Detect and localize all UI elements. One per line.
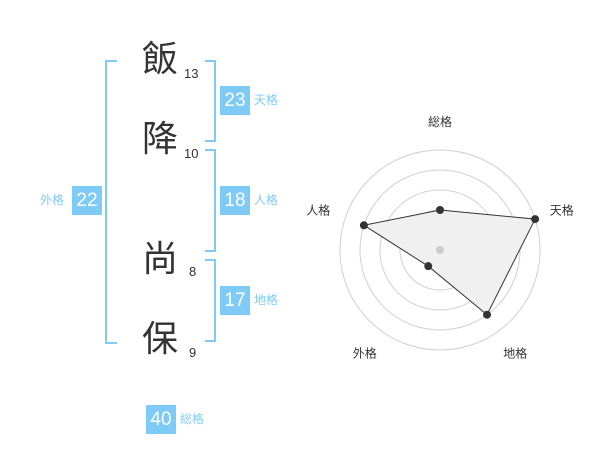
name-char-1: 飯 <box>141 39 178 80</box>
chikaku-label: 地格 <box>254 293 279 307</box>
radar-axis-label: 総格 <box>428 114 452 129</box>
radar-ring <box>339 149 541 351</box>
tenkaku-value: 23 <box>220 86 250 115</box>
radar-point <box>359 221 368 230</box>
tenkaku-label: 天格 <box>254 93 279 107</box>
radar-axis-label: 人格 <box>306 202 330 217</box>
soukaku-value: 40 <box>146 405 176 434</box>
radar-point <box>531 215 540 224</box>
radar-point <box>483 310 492 319</box>
jinkaku-label: 人格 <box>254 193 279 207</box>
chikaku-bracket <box>205 259 216 342</box>
radar-point <box>424 262 433 271</box>
stroke-count-2: 10 <box>184 146 199 161</box>
radar-axis-label: 外格 <box>353 346 377 361</box>
name-char-4: 保 <box>141 319 178 360</box>
jinkaku-value: 18 <box>220 186 250 215</box>
radar-area <box>362 209 536 316</box>
gaikaku-label: 外格 <box>40 193 65 207</box>
jinkaku-bracket <box>205 149 216 252</box>
stroke-count-1: 13 <box>184 66 199 81</box>
gaikaku-value: 22 <box>72 186 102 215</box>
stroke-count-4: 9 <box>189 345 197 360</box>
stroke-count-3: 8 <box>189 264 197 279</box>
radar-axis-label: 天格 <box>550 202 574 217</box>
gaikaku-bracket <box>105 60 117 344</box>
radar-center <box>436 246 444 254</box>
radar-point <box>436 206 444 214</box>
radar-axis-label: 地格 <box>503 346 527 361</box>
tenkaku-bracket <box>205 60 216 142</box>
chikaku-value: 17 <box>220 286 250 315</box>
soukaku-label: 総格 <box>180 412 205 426</box>
name-char-3: 尚 <box>141 239 178 280</box>
name-char-2: 降 <box>141 119 178 160</box>
